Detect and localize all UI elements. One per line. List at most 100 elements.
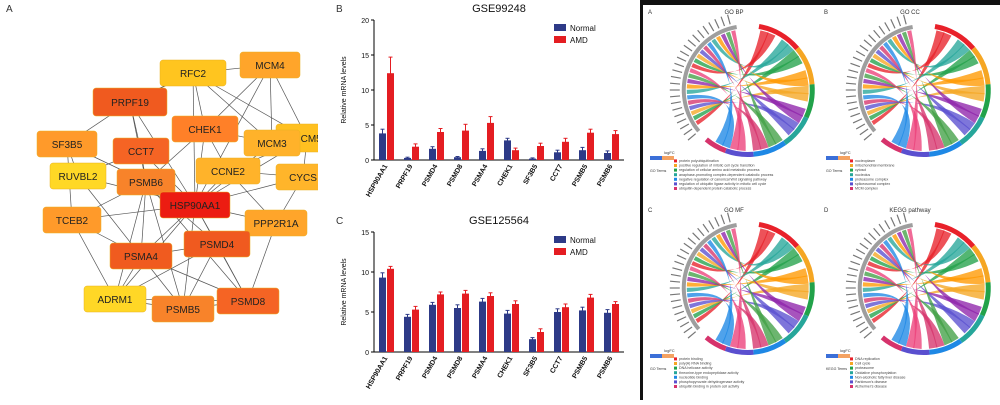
chord-ribbon [863, 78, 982, 117]
legend-label: Normal [570, 24, 596, 33]
network-node: ADRM1 [83, 285, 147, 313]
network-node-label: RFC2 [180, 69, 207, 80]
go-legend-swatch [850, 182, 853, 186]
gene-label-mark [863, 39, 873, 47]
gene-label-mark [855, 321, 866, 328]
gene-label-mark [708, 220, 715, 230]
go-legend-item: spliceosomal complex [855, 182, 890, 186]
y-tick-label: 0 [365, 350, 369, 357]
gene-label-mark [720, 214, 726, 225]
term-arc [803, 84, 815, 119]
top-border [640, 0, 1000, 5]
x-tick-label: PRPF19 [395, 355, 414, 382]
network-node-label: PSMD4 [200, 240, 235, 251]
chart-title: GSE125564 [469, 215, 529, 227]
gene-label-mark [692, 34, 701, 43]
y-tick-label: 0 [365, 158, 369, 165]
network-node-box [83, 285, 147, 313]
bar [437, 294, 444, 352]
network-node-box [216, 287, 280, 315]
chord-ribbon [862, 237, 965, 293]
bar [487, 122, 494, 160]
go-legend-swatch [674, 371, 677, 375]
chord-ribbon [688, 271, 783, 343]
gene-label-mark [846, 299, 857, 303]
chord-ribbon [862, 292, 910, 347]
network-node-box [42, 206, 102, 234]
gene-label-mark [672, 69, 683, 73]
term-arc [795, 244, 815, 283]
gene-label-mark [670, 101, 681, 105]
logfc-label: logFC [664, 150, 675, 155]
chord-ribbon [887, 236, 970, 266]
bar [504, 313, 511, 352]
gene-label-mark [683, 44, 693, 52]
gene-label-mark [692, 232, 701, 241]
gene-label-mark [676, 118, 687, 124]
network-node-box [183, 230, 251, 258]
gene-label-mark [679, 123, 690, 130]
bar [479, 150, 486, 160]
legend-swatch [554, 236, 566, 243]
gene-label-mark [852, 316, 863, 322]
chord-ribbon [686, 292, 734, 347]
y-tick-label: 5 [365, 123, 369, 130]
network-node-box [159, 191, 231, 219]
chord-ribbon [875, 247, 971, 334]
go-legend-item: protein polyubiquitination [679, 159, 719, 163]
network-node-label: CYCS [289, 173, 317, 184]
bar [504, 140, 511, 160]
logfc-scale-high [838, 354, 850, 358]
go-legend-item: Non-alcoholic fatty liver disease [855, 375, 906, 379]
bar [612, 304, 619, 352]
network-node: HSP90AA1 [159, 191, 231, 219]
chord-ribbon [887, 38, 970, 68]
go-legend-item: nucleoplasm [855, 159, 875, 163]
go-legend-item: Parkinson's disease [855, 380, 887, 384]
chord-ribbon [862, 94, 910, 149]
go-panel-title: GO CC [900, 10, 920, 16]
bar [529, 339, 536, 352]
x-tick-label: PSMD4 [421, 355, 439, 379]
chord-ribbon [689, 68, 746, 151]
gene-label-mark [702, 223, 710, 233]
go-legend-item: nucleolus [855, 173, 870, 177]
chord-ribbon [689, 266, 746, 349]
chord-ribbon [896, 231, 980, 322]
bar [462, 130, 469, 160]
gene-label-mark [848, 267, 859, 271]
network-node-label: PRPF19 [111, 98, 149, 109]
term-arc [900, 148, 930, 157]
chord-ribbon [692, 49, 799, 121]
gene-label-mark [676, 56, 687, 62]
go-legend-item: threonine-type endopeptidase activity [679, 371, 739, 375]
bar [512, 150, 519, 160]
gene-label-mark [884, 22, 891, 32]
gene-label-mark [873, 227, 881, 237]
go-legend-item: protein binding [679, 357, 703, 361]
network-node-label: TCEB2 [56, 216, 89, 227]
chord-ribbon [905, 30, 918, 151]
chord-ribbon [688, 73, 783, 145]
go-legend-title: KEGG Terms [826, 367, 847, 371]
legend-swatch [554, 248, 566, 255]
chord-ribbon [715, 35, 809, 87]
term-arc [934, 24, 976, 51]
go-legend-swatch [850, 187, 853, 190]
network-node-label: CCNE2 [211, 167, 245, 178]
go-legend-swatch [850, 164, 853, 167]
gene-label-mark [859, 128, 869, 136]
go-legend-item: proteasome [855, 366, 874, 370]
gene-label-mark [726, 14, 731, 25]
gene-label-mark [896, 16, 902, 27]
chord-ribbon [868, 49, 975, 121]
go-legend-item: ubiquitin binding in protein cell activi… [679, 385, 739, 389]
gene-label-mark [679, 50, 690, 57]
network-node: MCM4 [239, 51, 301, 79]
gene-label-mark [863, 237, 873, 245]
chord-ribbon [864, 73, 959, 145]
network-node-box [49, 162, 107, 190]
gene-label-mark [850, 310, 861, 316]
network-node: PPP2R1A [244, 209, 308, 237]
network-edge [77, 175, 142, 257]
